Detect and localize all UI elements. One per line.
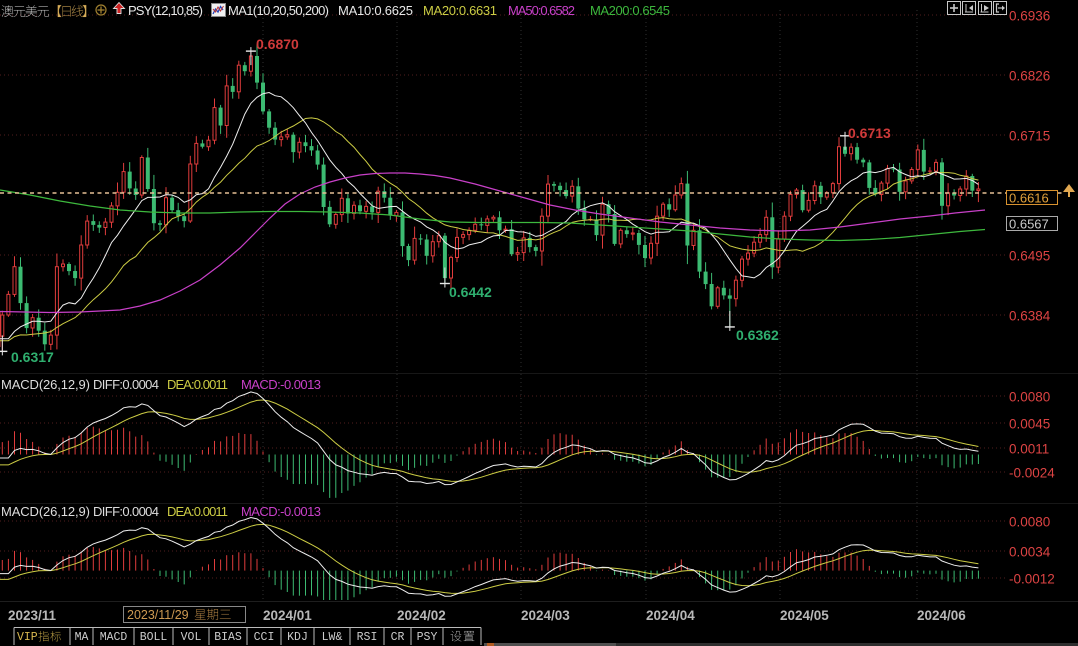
svg-text:PSY(12,10,85): PSY(12,10,85) [128, 3, 203, 18]
svg-text:MA20:0.6631: MA20:0.6631 [423, 3, 497, 18]
svg-text:MA50:0.6582: MA50:0.6582 [508, 3, 575, 18]
svg-text:KDJ: KDJ [287, 631, 308, 644]
svg-text:2024/03: 2024/03 [521, 608, 570, 623]
svg-text:MACD:-0.0013: MACD:-0.0013 [241, 377, 321, 392]
svg-text:2024/06: 2024/06 [917, 608, 966, 623]
svg-text:PSY: PSY [417, 631, 438, 644]
svg-text:0.6715: 0.6715 [1009, 129, 1050, 144]
svg-text:VOL: VOL [181, 631, 202, 644]
svg-text:CCI: CCI [254, 631, 275, 644]
svg-text:2024/04: 2024/04 [646, 608, 695, 623]
svg-text:0.6826: 0.6826 [1009, 69, 1050, 84]
svg-text:MACD(26,12,9): MACD(26,12,9) [1, 504, 90, 519]
svg-text:0.6384: 0.6384 [1009, 309, 1051, 324]
svg-text:MA10:0.6625: MA10:0.6625 [338, 3, 413, 18]
svg-text:MACD(26,12,9): MACD(26,12,9) [1, 377, 90, 392]
svg-text:MA: MA [75, 631, 89, 644]
svg-text:0.0011: 0.0011 [1009, 442, 1049, 457]
svg-text:MACD:-0.0013: MACD:-0.0013 [241, 504, 321, 519]
svg-text:MACD: MACD [100, 631, 128, 644]
svg-text:RSI: RSI [357, 631, 378, 644]
svg-text:0.6713: 0.6713 [848, 125, 891, 141]
svg-text:MA1(10,20,50,200): MA1(10,20,50,200) [228, 3, 329, 18]
svg-text:LW&: LW& [322, 631, 343, 644]
svg-text:0.6567: 0.6567 [1009, 217, 1049, 232]
svg-text:MA200:0.6545: MA200:0.6545 [590, 3, 670, 18]
svg-text:BOLL: BOLL [140, 631, 168, 644]
svg-text:DIFF:0.0004: DIFF:0.0004 [93, 504, 159, 519]
svg-text:CR: CR [391, 631, 405, 644]
svg-text:VIP: VIP [17, 631, 38, 644]
svg-text:0.6362: 0.6362 [736, 327, 779, 343]
svg-text:-0.0024: -0.0024 [1009, 466, 1055, 481]
svg-text:0.6442: 0.6442 [449, 284, 492, 300]
svg-text:2023/11/29: 2023/11/29 [127, 608, 189, 622]
svg-text:0.0045: 0.0045 [1009, 417, 1050, 432]
svg-text:0.6495: 0.6495 [1009, 249, 1050, 264]
svg-text:0.6616: 0.6616 [1009, 191, 1049, 206]
svg-text:2024/05: 2024/05 [780, 608, 829, 623]
svg-text:DEA:0.0011: DEA:0.0011 [167, 504, 228, 519]
svg-text:-0.0012: -0.0012 [1009, 572, 1055, 587]
svg-text:2024/01: 2024/01 [263, 608, 312, 623]
svg-text:2023/11: 2023/11 [8, 608, 57, 623]
svg-text:DIFF:0.0004: DIFF:0.0004 [93, 377, 159, 392]
svg-text:0.0080: 0.0080 [1009, 515, 1050, 530]
svg-text:0.6317: 0.6317 [11, 349, 54, 365]
svg-text:0.0080: 0.0080 [1009, 390, 1050, 405]
svg-text:BIAS: BIAS [214, 631, 242, 644]
svg-text:2024/02: 2024/02 [397, 608, 446, 623]
svg-text:0.6870: 0.6870 [256, 36, 299, 52]
svg-text:DEA:0.0011: DEA:0.0011 [167, 377, 228, 392]
svg-text:0.6936: 0.6936 [1009, 9, 1050, 24]
svg-text:0.0034: 0.0034 [1009, 545, 1051, 560]
